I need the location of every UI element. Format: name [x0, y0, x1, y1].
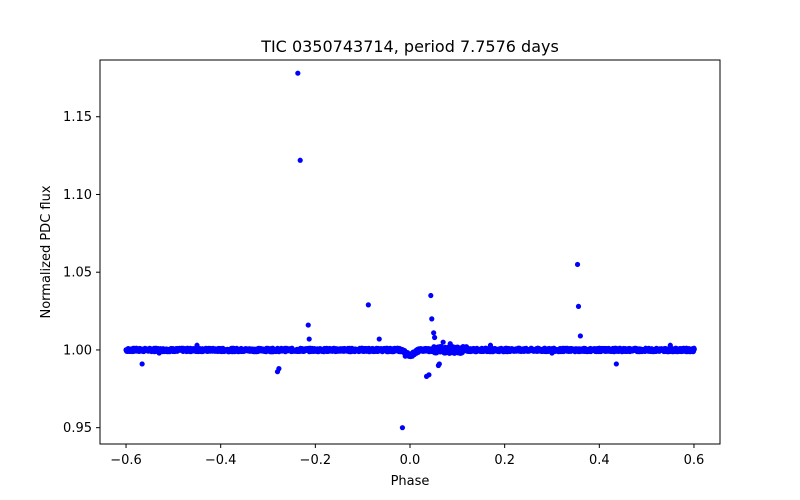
x-tick-label: −0.6 — [110, 453, 142, 468]
data-point — [297, 157, 303, 163]
data-point — [431, 330, 437, 336]
data-point — [428, 292, 434, 299]
data-points — [123, 70, 697, 431]
data-point — [409, 353, 415, 359]
data-point — [306, 336, 312, 342]
x-axis-label: Phase — [391, 474, 430, 489]
y-tick-label: 1.00 — [63, 343, 92, 358]
data-point — [402, 353, 408, 359]
data-point — [613, 361, 619, 367]
data-point — [276, 366, 282, 372]
data-point — [139, 361, 145, 367]
x-axis-ticks: −0.6 −0.4 −0.2 0.0 0.2 0.4 0.6 — [110, 444, 704, 468]
x-tick-label: −0.4 — [205, 453, 237, 468]
y-axis-label: Normalized PDC flux — [39, 185, 54, 318]
data-point — [194, 342, 200, 348]
x-tick-label: 0.2 — [494, 453, 515, 468]
data-point — [575, 303, 582, 310]
data-point — [487, 342, 494, 348]
data-point — [667, 342, 673, 348]
data-point — [295, 70, 301, 76]
plot-area-frame — [99, 59, 721, 445]
data-point — [399, 425, 406, 431]
data-point — [549, 350, 555, 356]
data-point — [577, 333, 583, 339]
data-point — [376, 336, 382, 342]
data-point — [429, 316, 435, 322]
chart-title: TIC 0350743714, period 7.7576 days — [260, 37, 559, 56]
data-point — [691, 346, 697, 352]
x-tick-label: 0.0 — [400, 453, 421, 468]
x-tick-label: −0.2 — [300, 453, 332, 468]
data-point — [447, 341, 453, 347]
x-tick-label: 0.4 — [589, 453, 610, 468]
data-point — [432, 334, 438, 341]
y-tick-label: 1.15 — [63, 110, 92, 125]
data-point — [365, 302, 371, 308]
data-point — [440, 339, 446, 345]
data-point — [305, 322, 311, 328]
data-point — [156, 350, 162, 356]
y-tick-label: 1.10 — [63, 188, 92, 203]
y-tick-label: 1.05 — [63, 266, 92, 281]
data-point — [574, 261, 581, 268]
data-point — [426, 372, 432, 378]
x-tick-label: 0.6 — [684, 453, 705, 468]
y-tick-label: 0.95 — [63, 421, 92, 436]
data-point — [436, 361, 442, 367]
y-axis-ticks: 0.95 1.00 1.05 1.10 1.15 — [63, 110, 100, 436]
